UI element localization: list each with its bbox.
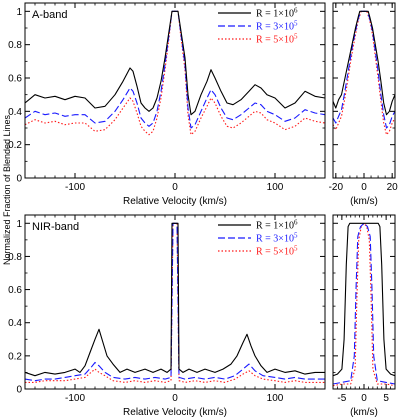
legend-label-exponent: 5 [294, 33, 298, 41]
legend-label-base: R = 3×10 [256, 234, 294, 245]
legend-label-base: R = 5×10 [256, 247, 294, 258]
series-line-dashed [25, 10, 325, 129]
a-band-zoom-panel: -20 0 20 (km/s) [329, 2, 399, 207]
x-tick-label: 5 [383, 393, 389, 404]
series-group [333, 10, 395, 136]
legend-label-exponent: 5 [294, 245, 298, 253]
nir-band-main-panel: -100 0 100 0 0.2 0.4 0.6 0.8 1 Relative Velocity … [8, 214, 326, 418]
series-line-solid [25, 10, 325, 116]
series-line-solid [25, 222, 325, 377]
legend-label: R = 3×105 [256, 20, 298, 33]
y-tick-label: 0.8 [8, 252, 22, 263]
y-tick-label: 0.2 [8, 351, 22, 362]
legend-label-exponent: 5 [294, 232, 298, 240]
x-axis-label: (km/s) [350, 407, 378, 418]
legend-label: R = 1×106 [256, 7, 298, 20]
legend-label: R = 5×105 [256, 33, 298, 46]
series-line-solid [333, 222, 395, 377]
x-tick-label: -100 [65, 393, 85, 404]
legend-label-base: R = 1×10 [256, 9, 294, 20]
legend-label-exponent: 6 [294, 7, 298, 15]
x-tick-label: 100 [267, 182, 284, 193]
legend-label: R = 1×106 [256, 219, 298, 232]
x-tick-label: 20 [387, 182, 399, 193]
x-tick-label: 0 [361, 393, 367, 404]
x-tick-label: -5 [337, 393, 346, 404]
y-tick-label: 1 [16, 219, 22, 230]
x-axis-label: Relative Velocity (km/s) [123, 196, 227, 207]
a-band-main-panel: -100 0 100 0 0.2 0.4 0.6 0.8 1 Relative Velocity … [8, 2, 326, 207]
x-axis-label: (km/s) [350, 196, 378, 207]
legend-label: R = 5×105 [256, 245, 298, 258]
y-tick-label: 0.6 [8, 285, 22, 296]
y-tick-label: 0 [16, 385, 22, 396]
legend-label-exponent: 5 [294, 20, 298, 28]
series-line-dotted [25, 222, 325, 383]
series-line-solid [333, 10, 395, 116]
y-tick-label: 0 [16, 174, 22, 185]
y-tick-label: 0.4 [8, 107, 22, 118]
x-tick-label: 0 [172, 393, 178, 404]
x-tick-label: 0 [361, 182, 367, 193]
series-line-dashed [333, 222, 395, 385]
series-group [333, 222, 395, 387]
x-tick-label: 0 [172, 182, 178, 193]
panel-label: A-band [32, 9, 67, 21]
y-tick-label: 0.6 [8, 74, 22, 85]
x-tick-label: 100 [267, 393, 284, 404]
nir-band-zoom-panel: -5 0 5 (km/s) [332, 214, 396, 418]
legend-label: R = 3×105 [256, 232, 298, 245]
legend-label-base: R = 1×10 [256, 221, 294, 232]
x-tick-label: -100 [65, 182, 85, 193]
panel-label: NIR-band [32, 221, 79, 233]
legend-label-base: R = 5×10 [256, 35, 294, 46]
x-tick-label: -20 [329, 182, 344, 193]
y-tick-label: 0.4 [8, 318, 22, 329]
y-tick-label: 0.8 [8, 40, 22, 51]
series-group [25, 222, 325, 383]
legend-label-base: R = 3×10 [256, 22, 294, 33]
series-group [25, 10, 325, 136]
series-line-dotted [333, 10, 395, 136]
y-tick-label: 1 [16, 7, 22, 18]
figure-ylabel: Normalized Fraction of Blended Lines [2, 114, 12, 265]
y-tick-label: 0.2 [8, 140, 22, 151]
legend-label-exponent: 6 [294, 219, 298, 227]
x-axis-label: Relative Velocity (km/s) [123, 407, 227, 418]
